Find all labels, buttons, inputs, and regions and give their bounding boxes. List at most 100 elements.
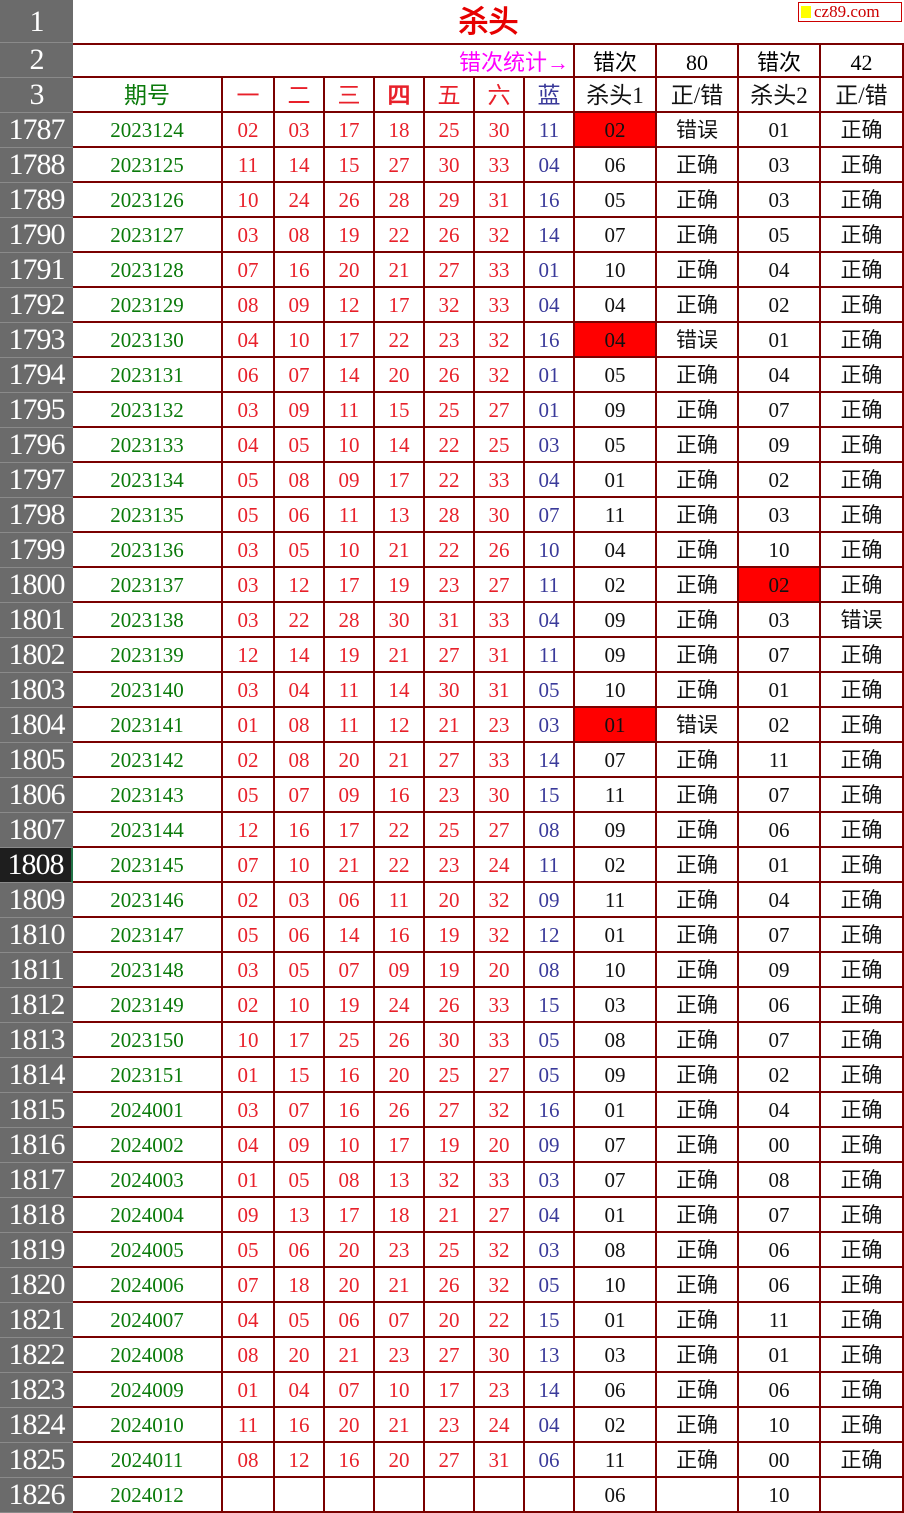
row-header[interactable]: 1796: [0, 428, 73, 463]
kill-head-2-cell[interactable]: 01: [739, 673, 821, 708]
kill-head-2-cell[interactable]: 03: [739, 603, 821, 638]
kill-head-2-cell[interactable]: 06: [739, 1373, 821, 1408]
result-1-cell[interactable]: 正确: [657, 918, 739, 953]
red-ball-cell[interactable]: 12: [223, 813, 275, 848]
kill-head-1-cell[interactable]: 07: [575, 743, 657, 778]
red-ball-cell[interactable]: 04: [275, 1373, 325, 1408]
kill-head-1-cell[interactable]: 07: [575, 1163, 657, 1198]
red-ball-cell[interactable]: [275, 1478, 325, 1513]
kill-head-1-cell[interactable]: 06: [575, 1478, 657, 1513]
blue-ball-cell[interactable]: 11: [525, 568, 575, 603]
blue-ball-cell[interactable]: [525, 1478, 575, 1513]
red-ball-cell[interactable]: 18: [375, 1198, 425, 1233]
red-ball-cell[interactable]: 05: [223, 778, 275, 813]
red-ball-cell[interactable]: 26: [425, 358, 475, 393]
result-2-cell[interactable]: 错误: [821, 603, 904, 638]
red-ball-cell[interactable]: 25: [425, 1233, 475, 1268]
red-ball-cell[interactable]: 11: [325, 673, 375, 708]
period-cell[interactable]: 2023131: [73, 358, 223, 393]
result-2-cell[interactable]: 正确: [821, 463, 904, 498]
blue-ball-cell[interactable]: 05: [525, 1023, 575, 1058]
blue-ball-cell[interactable]: 12: [525, 918, 575, 953]
red-ball-cell[interactable]: 05: [223, 498, 275, 533]
red-ball-cell[interactable]: 27: [425, 638, 475, 673]
red-ball-cell[interactable]: 21: [375, 1408, 425, 1443]
red-ball-cell[interactable]: 11: [325, 498, 375, 533]
result-1-cell[interactable]: 正确: [657, 778, 739, 813]
red-ball-cell[interactable]: 20: [325, 1268, 375, 1303]
red-ball-cell[interactable]: 31: [475, 1443, 525, 1478]
result-1-cell[interactable]: [657, 1478, 739, 1513]
row-header[interactable]: 2: [0, 43, 73, 78]
red-ball-cell[interactable]: 03: [223, 673, 275, 708]
red-ball-cell[interactable]: [475, 1478, 525, 1513]
red-ball-cell[interactable]: 27: [475, 393, 525, 428]
k1-error-count[interactable]: 80: [657, 43, 739, 78]
red-ball-cell[interactable]: 19: [375, 568, 425, 603]
red-ball-cell[interactable]: 33: [475, 288, 525, 323]
red-ball-cell[interactable]: 11: [223, 1408, 275, 1443]
red-ball-cell[interactable]: 15: [325, 148, 375, 183]
red-ball-cell[interactable]: 17: [325, 568, 375, 603]
blue-ball-cell[interactable]: 08: [525, 953, 575, 988]
red-ball-cell[interactable]: 03: [275, 113, 325, 148]
blue-ball-cell[interactable]: 07: [525, 498, 575, 533]
period-cell[interactable]: 2024006: [73, 1268, 223, 1303]
kill-head-1-cell[interactable]: 04: [575, 323, 657, 358]
kill-head-1-cell[interactable]: 10: [575, 953, 657, 988]
result-2-cell[interactable]: 正确: [821, 1268, 904, 1303]
blue-ball-cell[interactable]: 10: [525, 533, 575, 568]
blue-ball-cell[interactable]: 03: [525, 1233, 575, 1268]
red-ball-cell[interactable]: 26: [325, 183, 375, 218]
kill-head-1-cell[interactable]: 04: [575, 533, 657, 568]
red-ball-cell[interactable]: 20: [375, 1443, 425, 1478]
kill-head-1-cell[interactable]: 11: [575, 778, 657, 813]
blue-ball-cell[interactable]: 03: [525, 428, 575, 463]
result-1-cell[interactable]: 正确: [657, 533, 739, 568]
red-ball-cell[interactable]: 21: [425, 1198, 475, 1233]
result-2-cell[interactable]: 正确: [821, 568, 904, 603]
row-header[interactable]: 1823: [0, 1373, 73, 1408]
result-1-cell[interactable]: 正确: [657, 813, 739, 848]
kill-head-2-cell[interactable]: 06: [739, 1268, 821, 1303]
k2-error-label[interactable]: 错次: [739, 43, 821, 78]
row-header[interactable]: 1815: [0, 1093, 73, 1128]
red-ball-cell[interactable]: 30: [475, 778, 525, 813]
red-ball-cell[interactable]: 07: [325, 1373, 375, 1408]
kill-head-1-cell[interactable]: 10: [575, 673, 657, 708]
kill-head-1-cell[interactable]: 01: [575, 1093, 657, 1128]
red-ball-cell[interactable]: 21: [325, 848, 375, 883]
result-1-cell[interactable]: 正确: [657, 1373, 739, 1408]
kill-head-2-cell[interactable]: 07: [739, 1198, 821, 1233]
red-ball-cell[interactable]: [325, 1478, 375, 1513]
red-ball-cell[interactable]: 07: [375, 1303, 425, 1338]
red-ball-cell[interactable]: 10: [275, 848, 325, 883]
red-ball-cell[interactable]: 27: [425, 743, 475, 778]
kill-head-2-cell[interactable]: 10: [739, 1408, 821, 1443]
row-header[interactable]: 1788: [0, 148, 73, 183]
red-ball-cell[interactable]: 07: [223, 253, 275, 288]
blue-ball-cell[interactable]: 15: [525, 1303, 575, 1338]
red-ball-cell[interactable]: 17: [325, 113, 375, 148]
red-ball-cell[interactable]: 24: [475, 1408, 525, 1443]
column-header[interactable]: 四: [375, 78, 425, 113]
red-ball-cell[interactable]: 25: [475, 428, 525, 463]
result-1-cell[interactable]: 正确: [657, 883, 739, 918]
red-ball-cell[interactable]: 12: [275, 1443, 325, 1478]
red-ball-cell[interactable]: 11: [375, 883, 425, 918]
red-ball-cell[interactable]: 24: [475, 848, 525, 883]
red-ball-cell[interactable]: 10: [375, 1373, 425, 1408]
row-header[interactable]: 1805: [0, 743, 73, 778]
kill-head-1-cell[interactable]: 01: [575, 918, 657, 953]
blue-ball-cell[interactable]: 04: [525, 1198, 575, 1233]
red-ball-cell[interactable]: 19: [325, 988, 375, 1023]
red-ball-cell[interactable]: 07: [325, 953, 375, 988]
red-ball-cell[interactable]: 29: [425, 183, 475, 218]
red-ball-cell[interactable]: 17: [375, 1128, 425, 1163]
result-2-cell[interactable]: 正确: [821, 288, 904, 323]
red-ball-cell[interactable]: 16: [275, 1408, 325, 1443]
red-ball-cell[interactable]: 30: [475, 498, 525, 533]
red-ball-cell[interactable]: 16: [325, 1443, 375, 1478]
kill-head-1-cell[interactable]: 09: [575, 638, 657, 673]
red-ball-cell[interactable]: 09: [275, 1128, 325, 1163]
